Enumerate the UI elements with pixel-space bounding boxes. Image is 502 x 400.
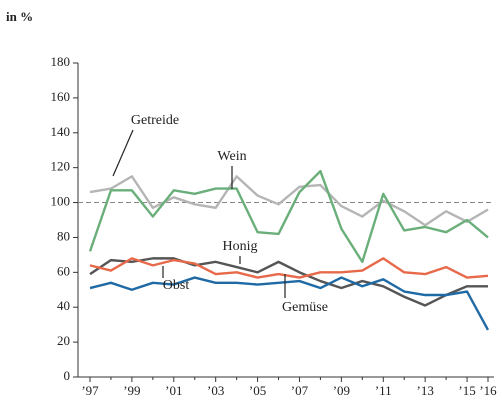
series-label: Getreide bbox=[131, 113, 179, 128]
y-tick-label: 80 bbox=[57, 228, 70, 243]
x-tick-label: ’09 bbox=[333, 383, 350, 398]
x-tick-label: ’99 bbox=[123, 383, 140, 398]
x-tick-label: ’05 bbox=[249, 383, 266, 398]
series-label: Obst bbox=[163, 278, 190, 293]
y-tick-label: 120 bbox=[51, 159, 71, 174]
x-tick-label: ’11 bbox=[375, 383, 392, 398]
series-label: Honig bbox=[223, 239, 258, 254]
series-label: Gemüse bbox=[282, 300, 328, 315]
x-tick-label: ’15 bbox=[458, 383, 475, 398]
series-line bbox=[89, 175, 489, 227]
x-tick-label: ’97 bbox=[81, 383, 99, 398]
x-tick-label: ’03 bbox=[207, 383, 224, 398]
y-tick-label: 40 bbox=[57, 298, 70, 313]
series-label: Wein bbox=[217, 149, 246, 164]
series-line bbox=[88, 169, 489, 264]
y-tick-label: 160 bbox=[51, 89, 71, 104]
y-tick-label: 60 bbox=[57, 263, 70, 278]
y-tick-label: 180 bbox=[51, 54, 71, 69]
y-tick-label: 140 bbox=[51, 124, 71, 139]
y-tick-label: 100 bbox=[51, 194, 71, 209]
y-tick-label: 20 bbox=[57, 333, 70, 348]
x-tick-label: ’01 bbox=[165, 383, 182, 398]
annotation-pointer bbox=[112, 129, 134, 177]
x-tick-label: ’16 bbox=[479, 383, 497, 398]
series-line bbox=[89, 257, 489, 279]
y-tick-label: 0 bbox=[64, 368, 71, 383]
x-tick-label: ’13 bbox=[416, 383, 433, 398]
series-line bbox=[89, 257, 488, 307]
series-line bbox=[89, 276, 490, 331]
x-tick-label: ’07 bbox=[291, 383, 309, 398]
y-axis-label: in % bbox=[6, 9, 33, 24]
